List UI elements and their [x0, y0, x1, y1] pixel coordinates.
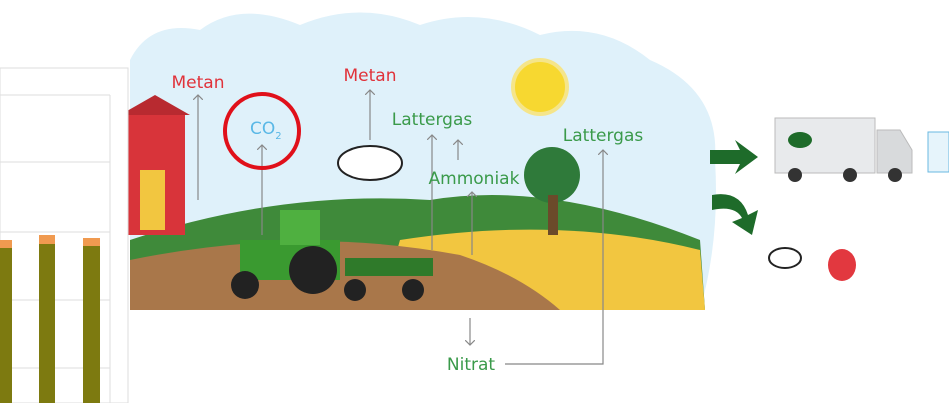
label: Lattergas — [563, 126, 644, 146]
outputs — [710, 117, 949, 281]
co2-main: CO — [250, 119, 275, 139]
label: CO2 — [250, 119, 282, 142]
label: Ammoniak — [429, 169, 520, 189]
flow-arrows — [198, 90, 603, 365]
label: Lattergas — [392, 110, 473, 130]
co2-sub: 2 — [275, 131, 281, 142]
label: Metan — [172, 73, 225, 93]
label: Metan — [344, 66, 397, 86]
highlight-circle — [223, 92, 301, 170]
chart-panel — [0, 67, 129, 403]
landscape — [120, 58, 705, 310]
label: Nitrat — [447, 355, 496, 375]
